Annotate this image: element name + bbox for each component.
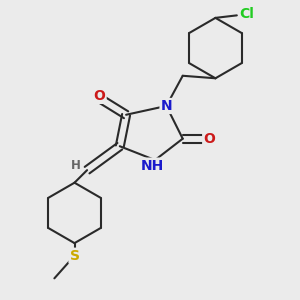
Text: O: O [203, 132, 215, 146]
Text: N: N [160, 99, 172, 113]
Text: O: O [94, 89, 106, 103]
Text: S: S [70, 249, 80, 263]
Text: H: H [71, 159, 81, 172]
Text: NH: NH [141, 159, 164, 172]
Text: Cl: Cl [239, 7, 254, 21]
